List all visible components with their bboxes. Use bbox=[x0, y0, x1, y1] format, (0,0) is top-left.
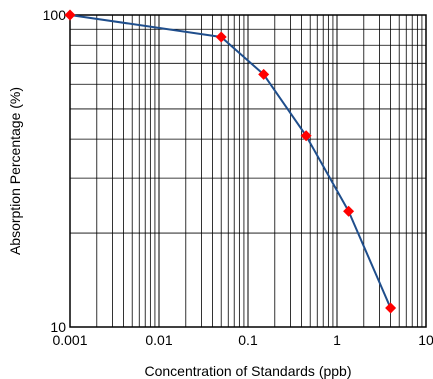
x-tick-label: 0.1 bbox=[238, 332, 258, 348]
x-tick-labels: 0.001 0.01 0.1 1 10 bbox=[52, 332, 433, 348]
y-tick-label: 100 bbox=[43, 7, 67, 23]
data-point-marker bbox=[343, 205, 355, 217]
x-tick-label: 10 bbox=[418, 332, 433, 348]
data-point-marker bbox=[215, 31, 227, 43]
data-point-marker bbox=[385, 302, 397, 314]
y-tick-label: 10 bbox=[50, 319, 66, 335]
data-point-marker bbox=[258, 68, 270, 80]
grid bbox=[69, 15, 426, 328]
x-tick-label: 0.001 bbox=[52, 332, 87, 348]
y-tick-labels: 10 100 bbox=[43, 7, 67, 335]
series-line bbox=[69, 14, 392, 309]
data-point-marker bbox=[300, 130, 312, 142]
data-point-marker bbox=[64, 9, 76, 21]
x-tick-label: 0.01 bbox=[145, 332, 172, 348]
series bbox=[64, 9, 397, 314]
x-tick-label: 1 bbox=[333, 332, 341, 348]
y-axis-label: Absorption Percentage (%) bbox=[7, 87, 23, 255]
x-axis-label: Concentration of Standards (ppb) bbox=[144, 363, 351, 379]
plot-frame bbox=[69, 14, 427, 328]
